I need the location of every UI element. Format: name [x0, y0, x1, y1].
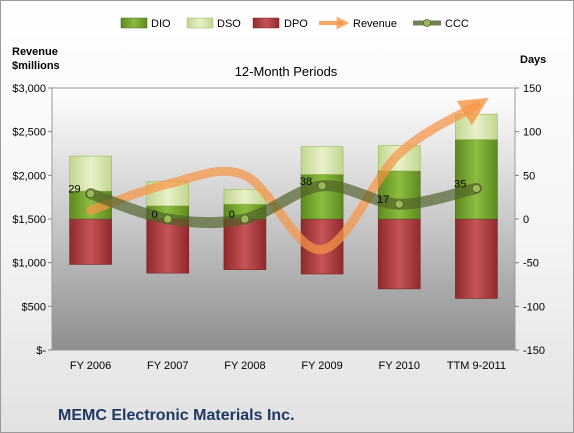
left-axis-tick-label: $1,500 — [12, 214, 46, 226]
legend-swatch-dpo — [252, 17, 280, 29]
bar-dso — [300, 146, 344, 175]
x-axis-tick-label: FY 2008 — [224, 360, 265, 372]
ccc-data-label: 0 — [229, 209, 235, 221]
bar-dpo — [69, 218, 112, 265]
legend-swatch-dso — [186, 17, 214, 29]
ccc-point — [240, 214, 250, 224]
ccc-data-label: 38 — [300, 176, 312, 188]
legend-marker-ccc — [423, 19, 431, 27]
bar-dpo — [223, 218, 267, 270]
right-axis-tick-label: 100 — [523, 127, 541, 139]
right-axis-tick-label: -50 — [523, 258, 539, 270]
x-axis: FY 2006 FY 2007 FY 2008 FY 2009 FY 2010 TTM 9… — [70, 360, 506, 372]
left-axis-tick-label: $500 — [22, 301, 46, 313]
ccc-point — [85, 188, 96, 199]
left-axis-tick-label: $2,500 — [12, 127, 46, 139]
ccc-point — [394, 199, 404, 209]
line-series: 29 0 0 38 17 35 — [68, 97, 489, 255]
legend-label-ccc: CCC — [445, 18, 469, 30]
x-axis-tick-label: FY 2010 — [379, 360, 420, 372]
legend: DIO DSO DPO Revenue CCC — [120, 16, 469, 30]
x-axis-tick-label: FY 2006 — [70, 360, 111, 372]
legend-label-revenue: Revenue — [353, 18, 397, 30]
ccc-data-label: 29 — [68, 184, 80, 196]
right-axis-tick-label: 0 — [523, 214, 529, 226]
bar-dio — [455, 139, 498, 220]
bar-dpo — [377, 218, 421, 290]
legend-label-dso: DSO — [217, 18, 241, 30]
ccc-point — [163, 214, 173, 224]
x-axis-tick-label: TTM 9-2011 — [447, 360, 506, 372]
ccc-data-label: 17 — [377, 194, 389, 206]
ccc-data-label: 0 — [152, 209, 158, 221]
ccc-data-label: 35 — [454, 178, 466, 190]
chart-title: 12-Month Periods — [235, 64, 338, 79]
legend-swatch-dio — [120, 17, 148, 29]
right-axis: -150 -100 -50 0 50 100 150 — [515, 83, 545, 357]
left-axis-tick-label: $2,000 — [12, 170, 46, 182]
left-axis: $- $500 $1,000 $1,500 $2,000 $2,500 $3,000 — [12, 83, 52, 357]
ccc-point — [471, 183, 482, 194]
right-axis-tick-label: 150 — [523, 83, 541, 95]
x-axis-tick-label: FY 2009 — [301, 360, 342, 372]
left-axis-tick-label: $- — [36, 345, 46, 357]
bar-dso — [69, 155, 112, 192]
left-axis-tick-label: $3,000 — [12, 83, 46, 95]
left-axis-label-line1: Revenue — [12, 46, 58, 58]
ccc-point — [317, 181, 327, 191]
right-axis-label: Days — [520, 54, 546, 66]
right-axis-tick-label: 50 — [523, 170, 535, 182]
bar-dio — [377, 170, 421, 220]
bar-dpo — [455, 218, 498, 299]
legend-label-dio: DIO — [151, 18, 171, 30]
right-axis-tick-label: -100 — [523, 301, 545, 313]
left-axis-tick-label: $1,000 — [12, 258, 46, 270]
legend-label-dpo: DPO — [284, 18, 308, 30]
x-axis-tick-label: FY 2007 — [147, 360, 188, 372]
bar-dpo — [146, 218, 190, 274]
left-axis-label-line2: $millions — [12, 60, 60, 72]
revenue-line — [86, 97, 489, 255]
right-axis-tick-label: -150 — [523, 345, 545, 357]
company-name-title: MEMC Electronic Materials Inc. — [58, 407, 295, 424]
